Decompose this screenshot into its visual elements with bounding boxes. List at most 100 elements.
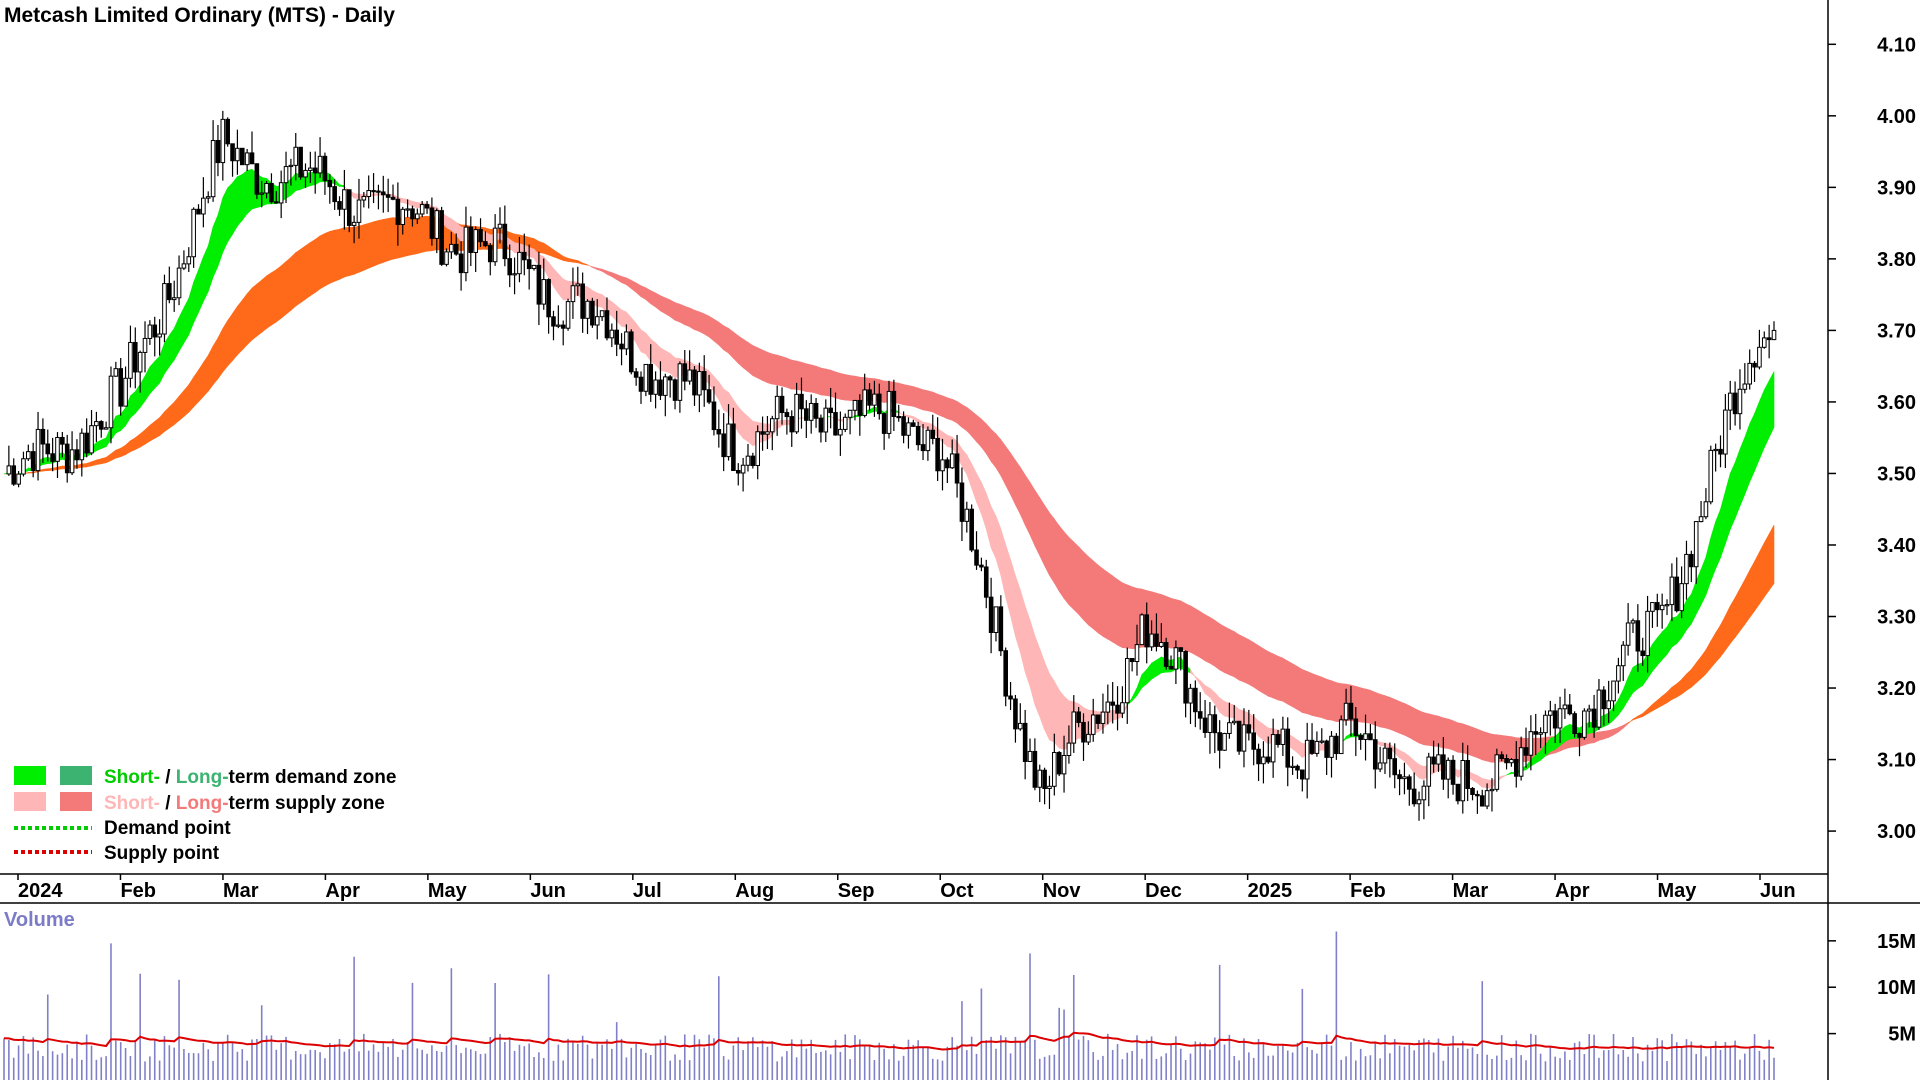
candle-body bbox=[1076, 711, 1081, 723]
candle-body bbox=[274, 201, 279, 204]
short-term-zone-segment bbox=[139, 374, 146, 409]
short-term-zone-segment bbox=[898, 410, 904, 417]
short-term-zone-segment bbox=[1501, 774, 1507, 779]
candle-body bbox=[16, 473, 21, 485]
long-term-zone-segment bbox=[28, 472, 34, 474]
candle-body bbox=[945, 459, 950, 469]
candle-body bbox=[1562, 704, 1568, 710]
long-term-zone-segment bbox=[956, 400, 963, 428]
time-tick-label: Sep bbox=[838, 880, 875, 902]
short-term-zone-segment bbox=[173, 317, 180, 362]
candle-body bbox=[468, 226, 474, 253]
long-term-zone-segment bbox=[1691, 662, 1697, 688]
candle-body bbox=[1324, 740, 1329, 758]
long-term-zone-segment bbox=[1763, 533, 1770, 598]
candle-body bbox=[1757, 346, 1762, 368]
candle-body bbox=[1460, 760, 1466, 802]
short-term-zone-segment bbox=[402, 198, 408, 205]
short-term-zone-segment bbox=[1754, 401, 1760, 472]
long-term-zone-segment bbox=[737, 335, 744, 369]
candle-body bbox=[526, 259, 532, 270]
candle-body bbox=[988, 596, 994, 633]
long-term-zone-segment bbox=[1321, 676, 1327, 720]
short-term-zone-segment bbox=[203, 245, 209, 302]
short-term-zone-segment bbox=[951, 436, 958, 456]
candle-body bbox=[1261, 756, 1266, 765]
candle-body bbox=[1363, 733, 1368, 740]
candle-body bbox=[1008, 695, 1013, 700]
short-term-zone-segment bbox=[650, 338, 656, 366]
short-term-zone-segment bbox=[1608, 706, 1614, 725]
long-term-zone-segment bbox=[806, 363, 812, 393]
candle-body bbox=[317, 155, 323, 174]
candle-body bbox=[259, 192, 265, 195]
short-term-zone-segment bbox=[1768, 371, 1775, 438]
long-term-zone-segment bbox=[1656, 695, 1663, 709]
candle-body bbox=[487, 245, 493, 263]
candle-body bbox=[891, 390, 897, 417]
volume-axis: 15M 10M 5M bbox=[1828, 931, 1916, 1046]
candle-body bbox=[1061, 754, 1067, 775]
long-term-zone-segment bbox=[558, 252, 564, 261]
short-term-zone-segment bbox=[971, 463, 977, 503]
short-term-zone-segment bbox=[966, 454, 972, 489]
long-term-zone-segment bbox=[927, 390, 934, 413]
price-axis: 4.10 4.00 3.90 3.80 3.70 3.60 3.50 3.40 3.30 3.20… bbox=[1828, 34, 1916, 843]
candle-body bbox=[215, 140, 221, 164]
candle-body bbox=[1003, 650, 1009, 697]
short-term-zone-segment bbox=[718, 381, 724, 411]
candle-body bbox=[765, 431, 770, 435]
long-term-zone-segment bbox=[295, 248, 301, 307]
long-term-zone-segment bbox=[796, 360, 802, 391]
candle-body bbox=[1304, 739, 1310, 780]
candle-body bbox=[123, 377, 128, 407]
candle-body bbox=[964, 508, 970, 522]
short-term-zone-segment bbox=[1433, 764, 1439, 774]
long-term-zone-segment bbox=[1457, 722, 1464, 753]
short-term-zone-segment bbox=[1666, 617, 1673, 656]
candle-body bbox=[628, 331, 634, 373]
long-term-zone-segment bbox=[407, 216, 413, 256]
long-term-zone-segment bbox=[96, 458, 102, 466]
candle-body bbox=[998, 606, 1004, 652]
price-tick-label: 3.00 bbox=[1877, 821, 1916, 843]
price-tick-label: 3.20 bbox=[1877, 678, 1916, 700]
long-term-zone-segment bbox=[368, 221, 374, 269]
candle-body bbox=[1679, 583, 1684, 612]
candle-body bbox=[395, 198, 401, 225]
candle-body bbox=[196, 208, 201, 215]
candle-body bbox=[400, 208, 406, 225]
long-term-zone-segment bbox=[601, 268, 608, 275]
candle-body bbox=[1625, 622, 1631, 646]
long-term-zone-segment bbox=[553, 249, 559, 260]
candle-body bbox=[735, 469, 741, 474]
candle-body bbox=[1533, 731, 1539, 735]
long-term-zone-segment bbox=[951, 398, 958, 424]
long-term-zone-segment bbox=[1107, 571, 1113, 643]
candle-body bbox=[1752, 362, 1757, 368]
long-term-zone-segment bbox=[1102, 568, 1109, 640]
long-term-zone-segment bbox=[1214, 619, 1220, 671]
candle-body bbox=[911, 422, 916, 427]
long-term-zone-segment bbox=[1209, 616, 1216, 667]
long-term-zone-segment bbox=[1695, 655, 1702, 684]
candle-body bbox=[1630, 620, 1636, 624]
short-term-zone-segment bbox=[134, 383, 141, 415]
candle-body bbox=[1771, 329, 1777, 341]
long-term-zone-segment bbox=[1131, 586, 1138, 650]
long-term-zone-segment bbox=[1681, 673, 1687, 695]
candle-body bbox=[186, 256, 192, 265]
short-term-zone-segment bbox=[246, 168, 253, 215]
candle-body bbox=[930, 429, 936, 439]
long-term-zone-segment bbox=[854, 375, 861, 402]
candle-body bbox=[415, 213, 420, 220]
candle-body bbox=[755, 431, 761, 467]
long-term-zone-segment bbox=[1316, 674, 1323, 719]
candle-body bbox=[1518, 747, 1524, 777]
candle-body bbox=[896, 415, 902, 419]
long-term-zone-segment bbox=[421, 215, 428, 253]
long-term-zone-segment bbox=[1054, 518, 1060, 593]
candle-body bbox=[1596, 689, 1602, 728]
candle-body bbox=[1664, 604, 1670, 607]
long-term-zone-segment bbox=[115, 447, 122, 459]
